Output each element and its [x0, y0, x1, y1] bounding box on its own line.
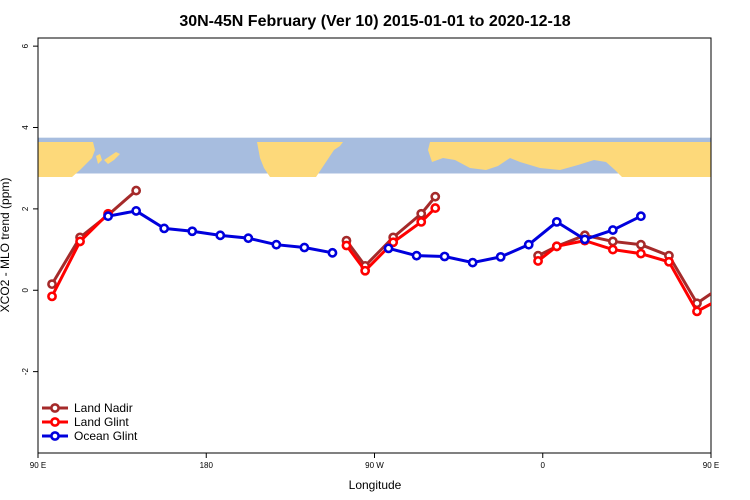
data-point-land-glint — [721, 293, 728, 300]
data-point-ocean-glint — [131, 206, 142, 216]
x-axis: 90 E 180 90 W 0 90 E — [30, 453, 719, 470]
x-tick-label: 180 — [200, 461, 214, 470]
y-tick-label: 6 — [21, 43, 30, 48]
legend-label-land-nadir: Land Nadir — [74, 401, 133, 415]
map-land-korea-east — [630, 153, 637, 164]
chart-title: 30N-45N February (Ver 10) 2015-01-01 to … — [179, 13, 570, 30]
map-land-north-america — [257, 142, 343, 177]
data-point-land-nadir — [131, 185, 142, 196]
data-point-land-glint — [664, 256, 674, 267]
data-point-land-glint — [75, 236, 85, 247]
data-point-ocean-glint — [607, 225, 618, 235]
series-layer — [47, 185, 728, 317]
data-point-land-glint — [341, 240, 352, 251]
series-ocean-glint — [103, 206, 646, 268]
legend-label-ocean-glint: Ocean Glint — [74, 429, 138, 443]
data-point-land-glint — [635, 248, 646, 259]
data-point-land-glint — [607, 244, 618, 255]
data-point-land-glint — [692, 306, 702, 317]
y-tick-label: 0 — [21, 287, 30, 292]
legend-entry-land-glint: Land Glint — [42, 415, 129, 429]
map-land-korea-west — [96, 154, 102, 164]
plot-frame — [37, 37, 712, 454]
y-tick-label: 4 — [21, 125, 30, 130]
data-point-land-glint — [430, 203, 441, 213]
series-line-land-glint — [537, 239, 711, 313]
world-map-band — [38, 137, 711, 177]
data-point-ocean-glint — [299, 242, 310, 253]
data-point-ocean-glint — [439, 251, 450, 262]
data-point-ocean-glint — [243, 233, 254, 244]
x-tick-label: 90 E — [703, 461, 719, 470]
data-point-ocean-glint — [467, 257, 478, 268]
data-point-ocean-glint — [187, 226, 198, 237]
data-point-land-glint — [388, 237, 399, 248]
legend-marker-land-nadir — [50, 403, 60, 413]
data-point-land-glint — [360, 265, 371, 276]
x-tick-label: 0 — [541, 461, 546, 470]
legend-entry-ocean-glint: Ocean Glint — [42, 429, 138, 443]
y-tick-label: -2 — [21, 368, 30, 376]
data-point-ocean-glint — [635, 211, 646, 222]
data-point-land-glint — [47, 291, 57, 302]
data-point-land-glint — [533, 256, 543, 266]
series-land-glint — [47, 203, 728, 317]
series-line-ocean-glint — [388, 214, 642, 265]
data-point-land-nadir — [47, 279, 57, 290]
data-point-ocean-glint — [271, 239, 282, 250]
map-land-asia-west — [38, 142, 95, 177]
legend: Land Nadir Land Glint Ocean Glint — [42, 401, 138, 443]
legend-marker-land-glint — [50, 417, 60, 427]
series-line-land-glint — [50, 212, 110, 298]
map-land-eurasia-africa — [428, 142, 711, 177]
map-land-japan-west — [104, 152, 120, 164]
data-point-land-glint — [551, 241, 562, 252]
data-point-ocean-glint — [551, 217, 562, 227]
data-point-ocean-glint — [215, 230, 226, 241]
data-point-ocean-glint — [103, 211, 114, 222]
legend-entry-land-nadir: Land Nadir — [42, 401, 133, 415]
data-point-ocean-glint — [327, 247, 338, 258]
legend-label-land-glint: Land Glint — [74, 415, 129, 429]
y-axis: -2 0 2 4 6 — [21, 43, 38, 375]
data-point-ocean-glint — [495, 251, 506, 262]
y-tick-label: 2 — [21, 206, 30, 211]
data-point-ocean-glint — [523, 239, 534, 250]
data-point-ocean-glint — [159, 223, 170, 234]
map-land-japan-east — [640, 150, 660, 166]
data-point-land-nadir — [635, 239, 646, 250]
data-point-ocean-glint — [579, 234, 590, 245]
data-point-ocean-glint — [383, 243, 394, 254]
x-tick-label: 90 W — [365, 461, 384, 470]
legend-marker-ocean-glint — [50, 431, 60, 441]
data-point-land-nadir — [430, 191, 441, 202]
x-axis-label: Longitude — [349, 478, 402, 492]
data-point-land-nadir — [416, 208, 427, 219]
data-point-land-nadir — [607, 236, 618, 247]
series-land-nadir — [47, 185, 728, 309]
y-axis-label: XCO2 - MLO trend (ppm) — [0, 178, 12, 313]
x-tick-label: 90 E — [30, 461, 46, 470]
data-point-land-glint — [416, 217, 427, 227]
data-point-land-nadir — [721, 281, 728, 288]
data-point-ocean-glint — [411, 250, 422, 261]
